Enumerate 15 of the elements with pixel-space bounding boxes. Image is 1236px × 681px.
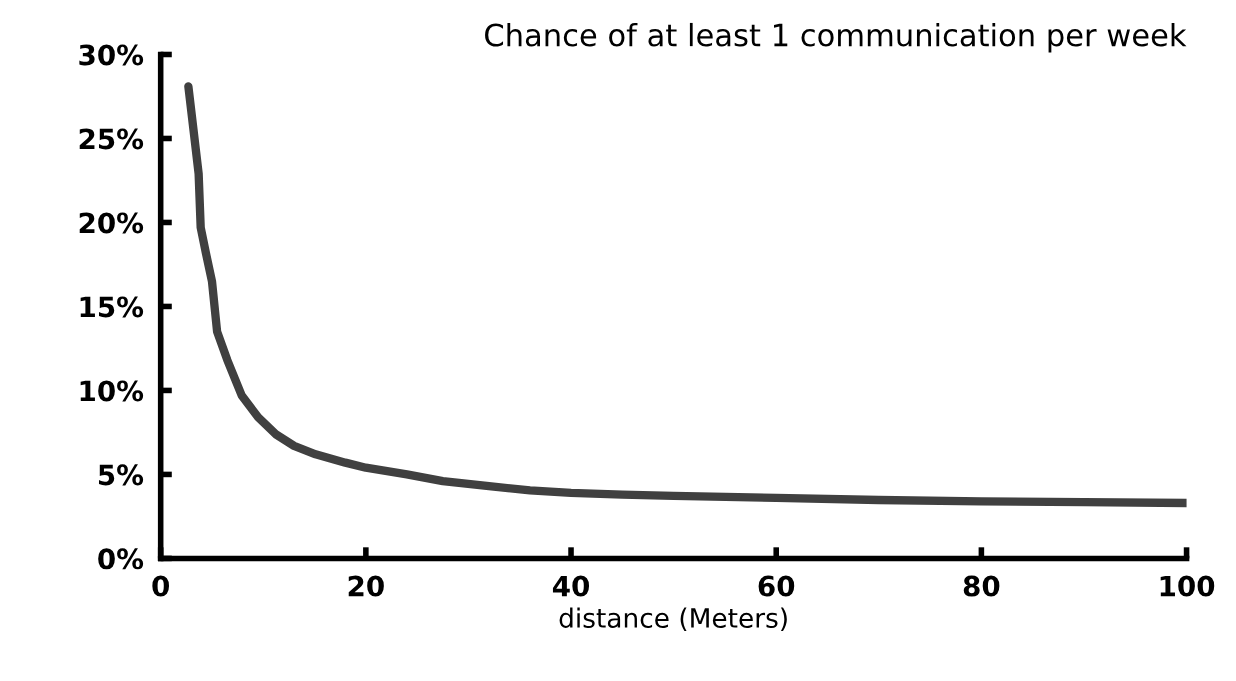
chart-title: Chance of at least 1 communication per week (485, 22, 1187, 53)
x-tick-label: 40 (552, 575, 590, 597)
x-tick-label: 100 (1160, 575, 1215, 597)
y-tick-label: 10% (80, 380, 144, 402)
y-tick-label: 20% (79, 212, 144, 234)
y-tick-label: 25% (79, 128, 144, 150)
y-tick-label: 5% (99, 464, 144, 486)
y-tick-label: 30% (79, 44, 144, 66)
x-tick-label: 0 (152, 575, 170, 597)
y-tick-label: 0% (98, 548, 144, 570)
x-tick-label: 60 (758, 575, 795, 597)
x-tick-label: 80 (963, 575, 1000, 597)
x-tick-label: 20 (348, 575, 384, 597)
x-axis-title: distance (Meters) (559, 607, 787, 632)
y-tick-label: 15% (80, 296, 144, 318)
